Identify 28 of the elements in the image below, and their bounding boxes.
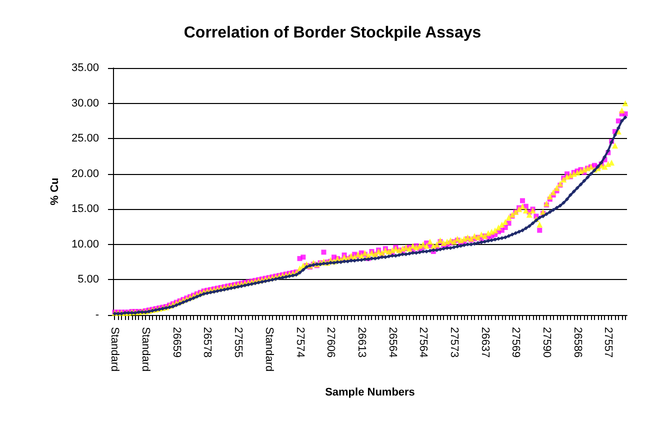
x-tick-label: 26659 <box>170 327 182 358</box>
x-tick-label: 26578 <box>201 327 214 358</box>
x-tick-label: Standard <box>108 327 121 372</box>
x-tick-label: 27606 <box>324 327 337 358</box>
y-axis-title: % Cu <box>49 178 62 206</box>
chart-title: Correlation of Border Stockpile Assays <box>184 24 482 42</box>
x-tick-label: 26613 <box>355 327 368 358</box>
y-tick-label: 35.00 <box>71 62 99 74</box>
x-tick-label: 26564 <box>386 327 398 358</box>
y-tick-label: - <box>95 309 100 321</box>
x-tick-label: 26586 <box>571 327 584 358</box>
y-tick-label: 5.00 <box>78 274 99 286</box>
y-tick-label: 20.00 <box>71 168 99 180</box>
x-tick-label: 27590 <box>540 327 552 358</box>
y-tick-label: 30.00 <box>71 97 99 110</box>
x-tick-label: 27557 <box>602 327 614 358</box>
x-tick-label: 27564 <box>417 327 430 358</box>
x-tick-label: Standard <box>140 327 152 372</box>
x-tick-label: 27555 <box>232 327 244 358</box>
x-tick-label: 27574 <box>294 327 306 358</box>
x-tick-label: 27569 <box>510 327 522 358</box>
x-tick-label: 26637 <box>478 327 491 358</box>
x-tick-label: Standard <box>262 327 275 372</box>
y-tick-label: 15.00 <box>71 203 99 216</box>
x-tick-label: 27573 <box>448 327 460 358</box>
y-tick-label: 10.00 <box>71 238 99 250</box>
y-tick-label: 25.00 <box>71 132 99 145</box>
x-axis-title: Sample Numbers <box>325 386 415 398</box>
